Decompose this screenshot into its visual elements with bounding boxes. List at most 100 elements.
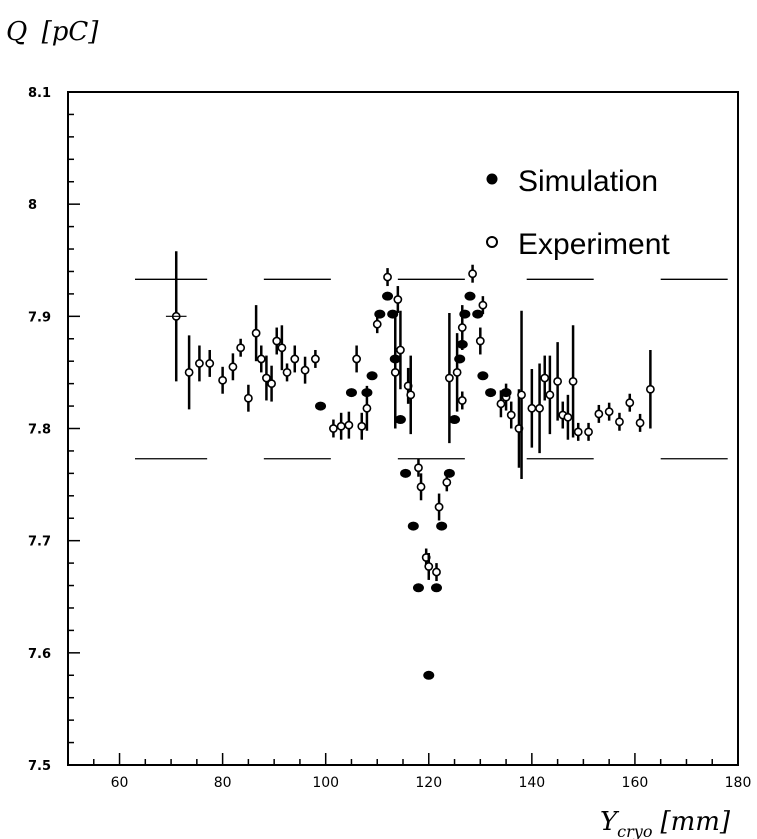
experiment-point: [393, 286, 403, 313]
experiment-point: [205, 349, 215, 377]
experiment-marker: [604, 407, 614, 417]
series-simulation: [315, 291, 512, 680]
experiment-point: [290, 345, 300, 373]
experiment-point: [236, 338, 246, 357]
simulation-marker: [431, 583, 442, 593]
simulation-marker: [382, 291, 394, 301]
experiment-marker: [393, 295, 403, 304]
x-tick-label: 180: [725, 775, 752, 791]
experiment-marker: [457, 323, 467, 332]
experiment-point: [262, 355, 271, 401]
experiment-marker: [457, 396, 467, 405]
simulation-marker: [464, 291, 476, 301]
axis-ticks: [67, 91, 739, 766]
experiment-marker: [228, 362, 238, 372]
experiment-point: [553, 342, 563, 421]
simulation-marker: [459, 309, 471, 319]
experiment-point: [457, 391, 467, 410]
experiment-point: [357, 412, 367, 440]
experiment-point: [372, 315, 382, 334]
x-tick-label: 140: [518, 775, 545, 791]
experiment-point: [573, 422, 583, 441]
experiment-point: [452, 333, 462, 412]
experiment-marker: [195, 359, 204, 368]
y-axis-label-symbol: Q: [6, 17, 27, 47]
experiment-marker: [535, 403, 544, 413]
experiment-point: [243, 384, 253, 412]
axis-tick-labels: 60 80 100 120 140 160 180 7.5 7.6 7.7 7.8 7.9 8 8.1: [28, 86, 751, 791]
x-axis-label-symbol: Y: [600, 807, 620, 837]
simulation-marker: [485, 388, 497, 398]
experiment-point: [444, 312, 454, 444]
simulation-marker: [374, 309, 386, 319]
experiment-point: [390, 316, 400, 429]
experiment-marker: [645, 384, 655, 394]
simulation-marker: [449, 415, 461, 425]
experiment-marker: [517, 390, 526, 400]
simulation-marker: [400, 468, 412, 478]
experiment-marker: [290, 354, 300, 364]
simulation-marker: [423, 670, 435, 680]
experiment-point: [506, 401, 516, 429]
experiment-point: [344, 411, 354, 439]
experiment-marker: [300, 365, 310, 375]
experiment-marker: [416, 482, 426, 492]
y-axis-label: Q [pC]: [6, 17, 99, 47]
experiment-point: [540, 355, 550, 401]
experiment-point: [300, 356, 310, 384]
experiment-point: [184, 335, 194, 410]
experiment-marker: [236, 343, 246, 353]
experiment-point: [336, 412, 346, 440]
experiment-point: [277, 325, 287, 371]
experiment-marker: [424, 562, 434, 571]
experiment-marker: [545, 390, 555, 400]
y-tick-label: 7.6: [28, 647, 51, 662]
experiment-marker: [414, 463, 423, 473]
experiment-marker: [205, 359, 215, 368]
experiment-point: [383, 268, 392, 287]
simulation-marker: [443, 468, 455, 478]
experiment-marker: [594, 409, 604, 419]
experiment-point: [496, 390, 506, 418]
experiment-point: [584, 422, 593, 441]
legend-label-simulation: Simulation: [518, 165, 658, 198]
simulation-marker: [454, 354, 466, 364]
experiment-marker: [584, 427, 593, 437]
experiment-marker: [568, 376, 578, 386]
y-tick-label: 7.9: [28, 310, 51, 325]
experiment-point: [272, 327, 282, 355]
simulation-marker: [315, 401, 327, 411]
x-tick-label: 60: [111, 775, 129, 791]
experiment-marker: [357, 421, 367, 431]
experiment-marker: [442, 477, 452, 487]
y-tick-label: 7.7: [28, 535, 51, 550]
experiment-marker: [218, 375, 228, 385]
experiment-point: [432, 563, 441, 582]
experiment-point: [310, 349, 320, 368]
experiment-point: [267, 365, 276, 402]
experiment-marker: [615, 417, 624, 427]
experiment-point: [604, 402, 614, 421]
experiment-point: [568, 325, 578, 438]
simulation-marker: [456, 339, 468, 349]
legend-marker-experiment: [486, 236, 498, 248]
experiment-marker: [277, 343, 287, 353]
simulation-marker: [412, 583, 424, 593]
x-tick-label: 80: [214, 775, 232, 791]
experiment-point: [517, 310, 526, 479]
experiment-point: [414, 458, 423, 477]
y-tick-label: 8: [28, 198, 37, 213]
simulation-marker: [436, 521, 448, 531]
experiment-point: [195, 345, 204, 382]
y-tick-label: 8.1: [28, 86, 51, 101]
experiment-marker: [390, 368, 400, 377]
x-axis-label-unit: [mm]: [660, 807, 730, 837]
experiment-marker: [336, 421, 346, 431]
experiment-marker: [635, 418, 645, 428]
simulation-marker: [407, 521, 419, 531]
simulation-marker: [472, 309, 484, 319]
x-axis-label-subscript: cryo: [617, 822, 652, 839]
experiment-marker: [282, 368, 292, 377]
simulation-marker: [366, 371, 378, 381]
experiment-point: [563, 394, 573, 440]
